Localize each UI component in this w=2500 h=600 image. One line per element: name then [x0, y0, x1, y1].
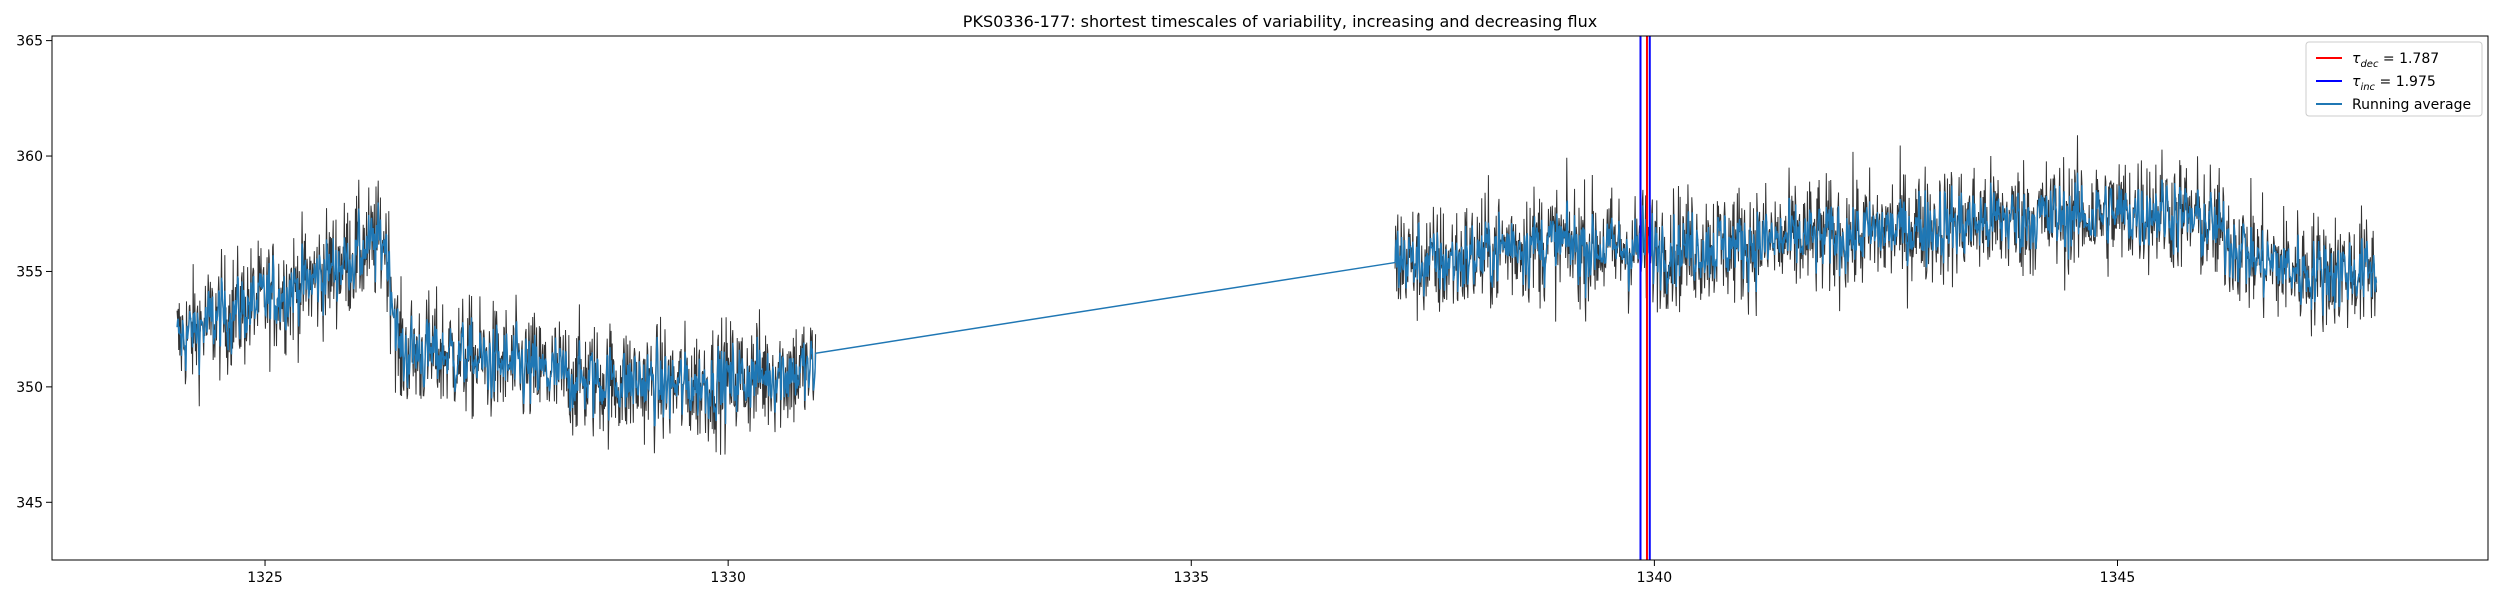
plot-background — [52, 36, 2488, 560]
y-tick-label: 345 — [16, 495, 43, 511]
running-average-line — [176, 172, 2378, 427]
x-tick-label: 1325 — [247, 570, 283, 586]
x-axis: 1325 1330 1335 1340 1345 — [247, 560, 2135, 586]
legend-box — [2305, 41, 2483, 117]
legend-entry: Running average — [2352, 97, 2471, 113]
x-tick-label: 1340 — [1637, 570, 1673, 586]
y-tick-label: 360 — [16, 149, 43, 165]
x-tick-label: 1335 — [1173, 570, 1209, 586]
y-axis: 345 350 355 360 365 — [16, 34, 52, 511]
timescale-lines — [1639, 36, 1651, 560]
chart-title: PKS0336-177: shortest timescales of vari… — [963, 12, 1597, 31]
plot-frame — [51, 35, 2489, 561]
legend-entry: τdec = 1.787 — [2352, 51, 2439, 70]
raw-flux-line-segment-2 — [1394, 135, 2377, 337]
legend-entry: τinc = 1.975 — [2352, 74, 2436, 93]
y-tick-label: 350 — [16, 380, 43, 396]
y-tick-label: 365 — [16, 34, 43, 50]
legend: τdec = 1.787 τinc = 1.975 Running average — [2305, 41, 2483, 117]
y-tick-label: 355 — [16, 264, 43, 280]
plot-area — [51, 35, 2489, 561]
running-average-series — [176, 172, 2378, 427]
x-tick-label: 1345 — [2100, 570, 2136, 586]
x-tick-label: 1330 — [710, 570, 746, 586]
